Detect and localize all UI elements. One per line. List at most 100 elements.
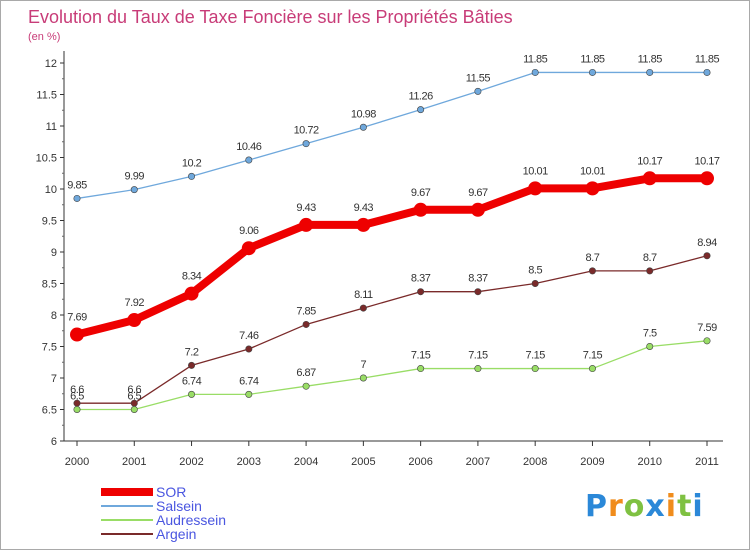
- logo-letter: i: [692, 489, 704, 524]
- x-tick-label: 2006: [408, 456, 432, 468]
- data-label-argein: 8.94: [697, 237, 717, 249]
- data-point-audressein: [130, 405, 138, 413]
- data-point-salsein: [474, 87, 482, 95]
- data-label-sor: 9.43: [354, 202, 374, 214]
- data-point-sor: [299, 217, 314, 232]
- data-point-audressein: [703, 337, 711, 345]
- y-tick-label: 8.5: [42, 279, 57, 291]
- data-point-argein: [359, 304, 367, 312]
- logo-letter: t: [677, 489, 693, 524]
- x-tick-label: 2007: [466, 456, 490, 468]
- data-label-sor: 10.01: [580, 165, 605, 177]
- data-label-salsein: 11.85: [580, 53, 605, 65]
- logo-letter: x: [645, 489, 666, 524]
- data-label-audressein: 6.5: [70, 391, 84, 403]
- data-point-audressein: [73, 405, 81, 413]
- data-label-audressein: 7.15: [468, 350, 488, 362]
- data-point-sor: [241, 241, 256, 256]
- data-label-audressein: 7.15: [411, 350, 431, 362]
- data-label-audressein: 7.15: [583, 350, 603, 362]
- legend-item-salsein: Salsein: [101, 498, 341, 514]
- plot-area: [64, 51, 724, 441]
- data-label-audressein: 6.74: [182, 375, 202, 387]
- data-label-argein: 7.85: [296, 305, 316, 317]
- data-point-audressein: [302, 382, 310, 390]
- data-label-argein: 8.7: [643, 252, 657, 264]
- chart-title: Evolution du Taux de Taxe Foncière sur l…: [28, 7, 513, 27]
- data-point-audressein: [531, 365, 539, 373]
- legend-item-sor: SOR: [101, 484, 341, 500]
- data-point-salsein: [646, 68, 654, 76]
- data-label-argein: 8.5: [528, 265, 542, 277]
- legend-swatch: [101, 519, 153, 521]
- data-point-sor: [528, 181, 543, 196]
- y-tick-label: 6: [51, 436, 57, 448]
- data-label-salsein: 9.99: [125, 171, 145, 183]
- data-label-salsein: 11.85: [523, 53, 548, 65]
- logo-letter: r: [608, 489, 624, 524]
- series-line-sor: [76, 174, 707, 339]
- data-label-sor: 9.67: [468, 187, 488, 199]
- series-line-argein: [77, 255, 708, 404]
- data-point-sor: [356, 217, 371, 232]
- series-line-audressein: [77, 340, 708, 411]
- y-tick-label: 10: [45, 184, 57, 196]
- y-tick-label: 10.5: [36, 153, 57, 165]
- data-point-salsein: [588, 68, 596, 76]
- data-label-argein: 6.6: [70, 384, 84, 396]
- data-point-sor: [585, 181, 600, 196]
- y-tick-label: 11.5: [36, 90, 57, 102]
- data-label-audressein: 6.74: [239, 375, 259, 387]
- x-tick-label: 2011: [695, 456, 719, 468]
- data-label-argein: 8.37: [411, 273, 431, 285]
- data-label-sor: 10.17: [694, 155, 719, 167]
- data-label-sor: 7.92: [125, 297, 145, 309]
- y-tick-label: 7.5: [42, 342, 57, 354]
- logo-letter: i: [665, 489, 678, 524]
- y-tick-label: 6.5: [42, 405, 57, 417]
- data-point-argein: [188, 361, 196, 369]
- data-label-audressein: 6.5: [127, 391, 141, 403]
- data-label-argein: 8.37: [468, 273, 488, 285]
- data-point-argein: [588, 267, 596, 275]
- data-point-salsein: [245, 156, 253, 164]
- data-point-salsein: [703, 68, 711, 76]
- x-tick-label: 2010: [637, 456, 661, 468]
- y-tick-label: 9.5: [42, 216, 57, 228]
- data-point-salsein: [188, 172, 196, 180]
- x-tick-label: 2009: [580, 456, 604, 468]
- data-label-salsein: 11.85: [638, 53, 663, 65]
- x-tick-label: 2003: [237, 456, 261, 468]
- y-tick-label: 9: [51, 247, 57, 259]
- data-label-sor: 10.17: [637, 155, 662, 167]
- data-point-audressein: [646, 342, 654, 350]
- data-point-audressein: [417, 365, 425, 373]
- data-label-audressein: 7.5: [643, 328, 657, 340]
- data-label-salsein: 10.98: [351, 108, 376, 120]
- data-label-sor: 9.43: [296, 202, 316, 214]
- legend-swatch: [101, 533, 153, 535]
- data-label-sor: 9.67: [411, 187, 431, 199]
- x-tick-label: 2001: [122, 456, 146, 468]
- data-point-audressein: [588, 365, 596, 373]
- proxiti-logo: Proxiti: [585, 489, 704, 524]
- data-point-salsein: [531, 68, 539, 76]
- data-label-argein: 7.2: [185, 346, 199, 358]
- y-tick-label: 11: [46, 121, 57, 133]
- data-label-salsein: 11.55: [466, 72, 491, 84]
- data-point-argein: [703, 252, 711, 260]
- data-point-argein: [417, 288, 425, 296]
- data-label-salsein: 10.46: [236, 141, 261, 153]
- legend-item-audressein: Audressein: [101, 512, 341, 528]
- data-label-argein: 8.7: [586, 252, 600, 264]
- data-label-sor: 8.34: [182, 271, 202, 283]
- data-label-audressein: 7.15: [525, 350, 545, 362]
- data-label-argein: 8.11: [354, 289, 373, 301]
- data-point-salsein: [302, 140, 310, 148]
- x-tick-label: 2005: [351, 456, 375, 468]
- data-label-sor: 9.06: [239, 225, 259, 237]
- data-label-salsein: 11.26: [409, 91, 434, 103]
- data-point-sor: [184, 286, 199, 301]
